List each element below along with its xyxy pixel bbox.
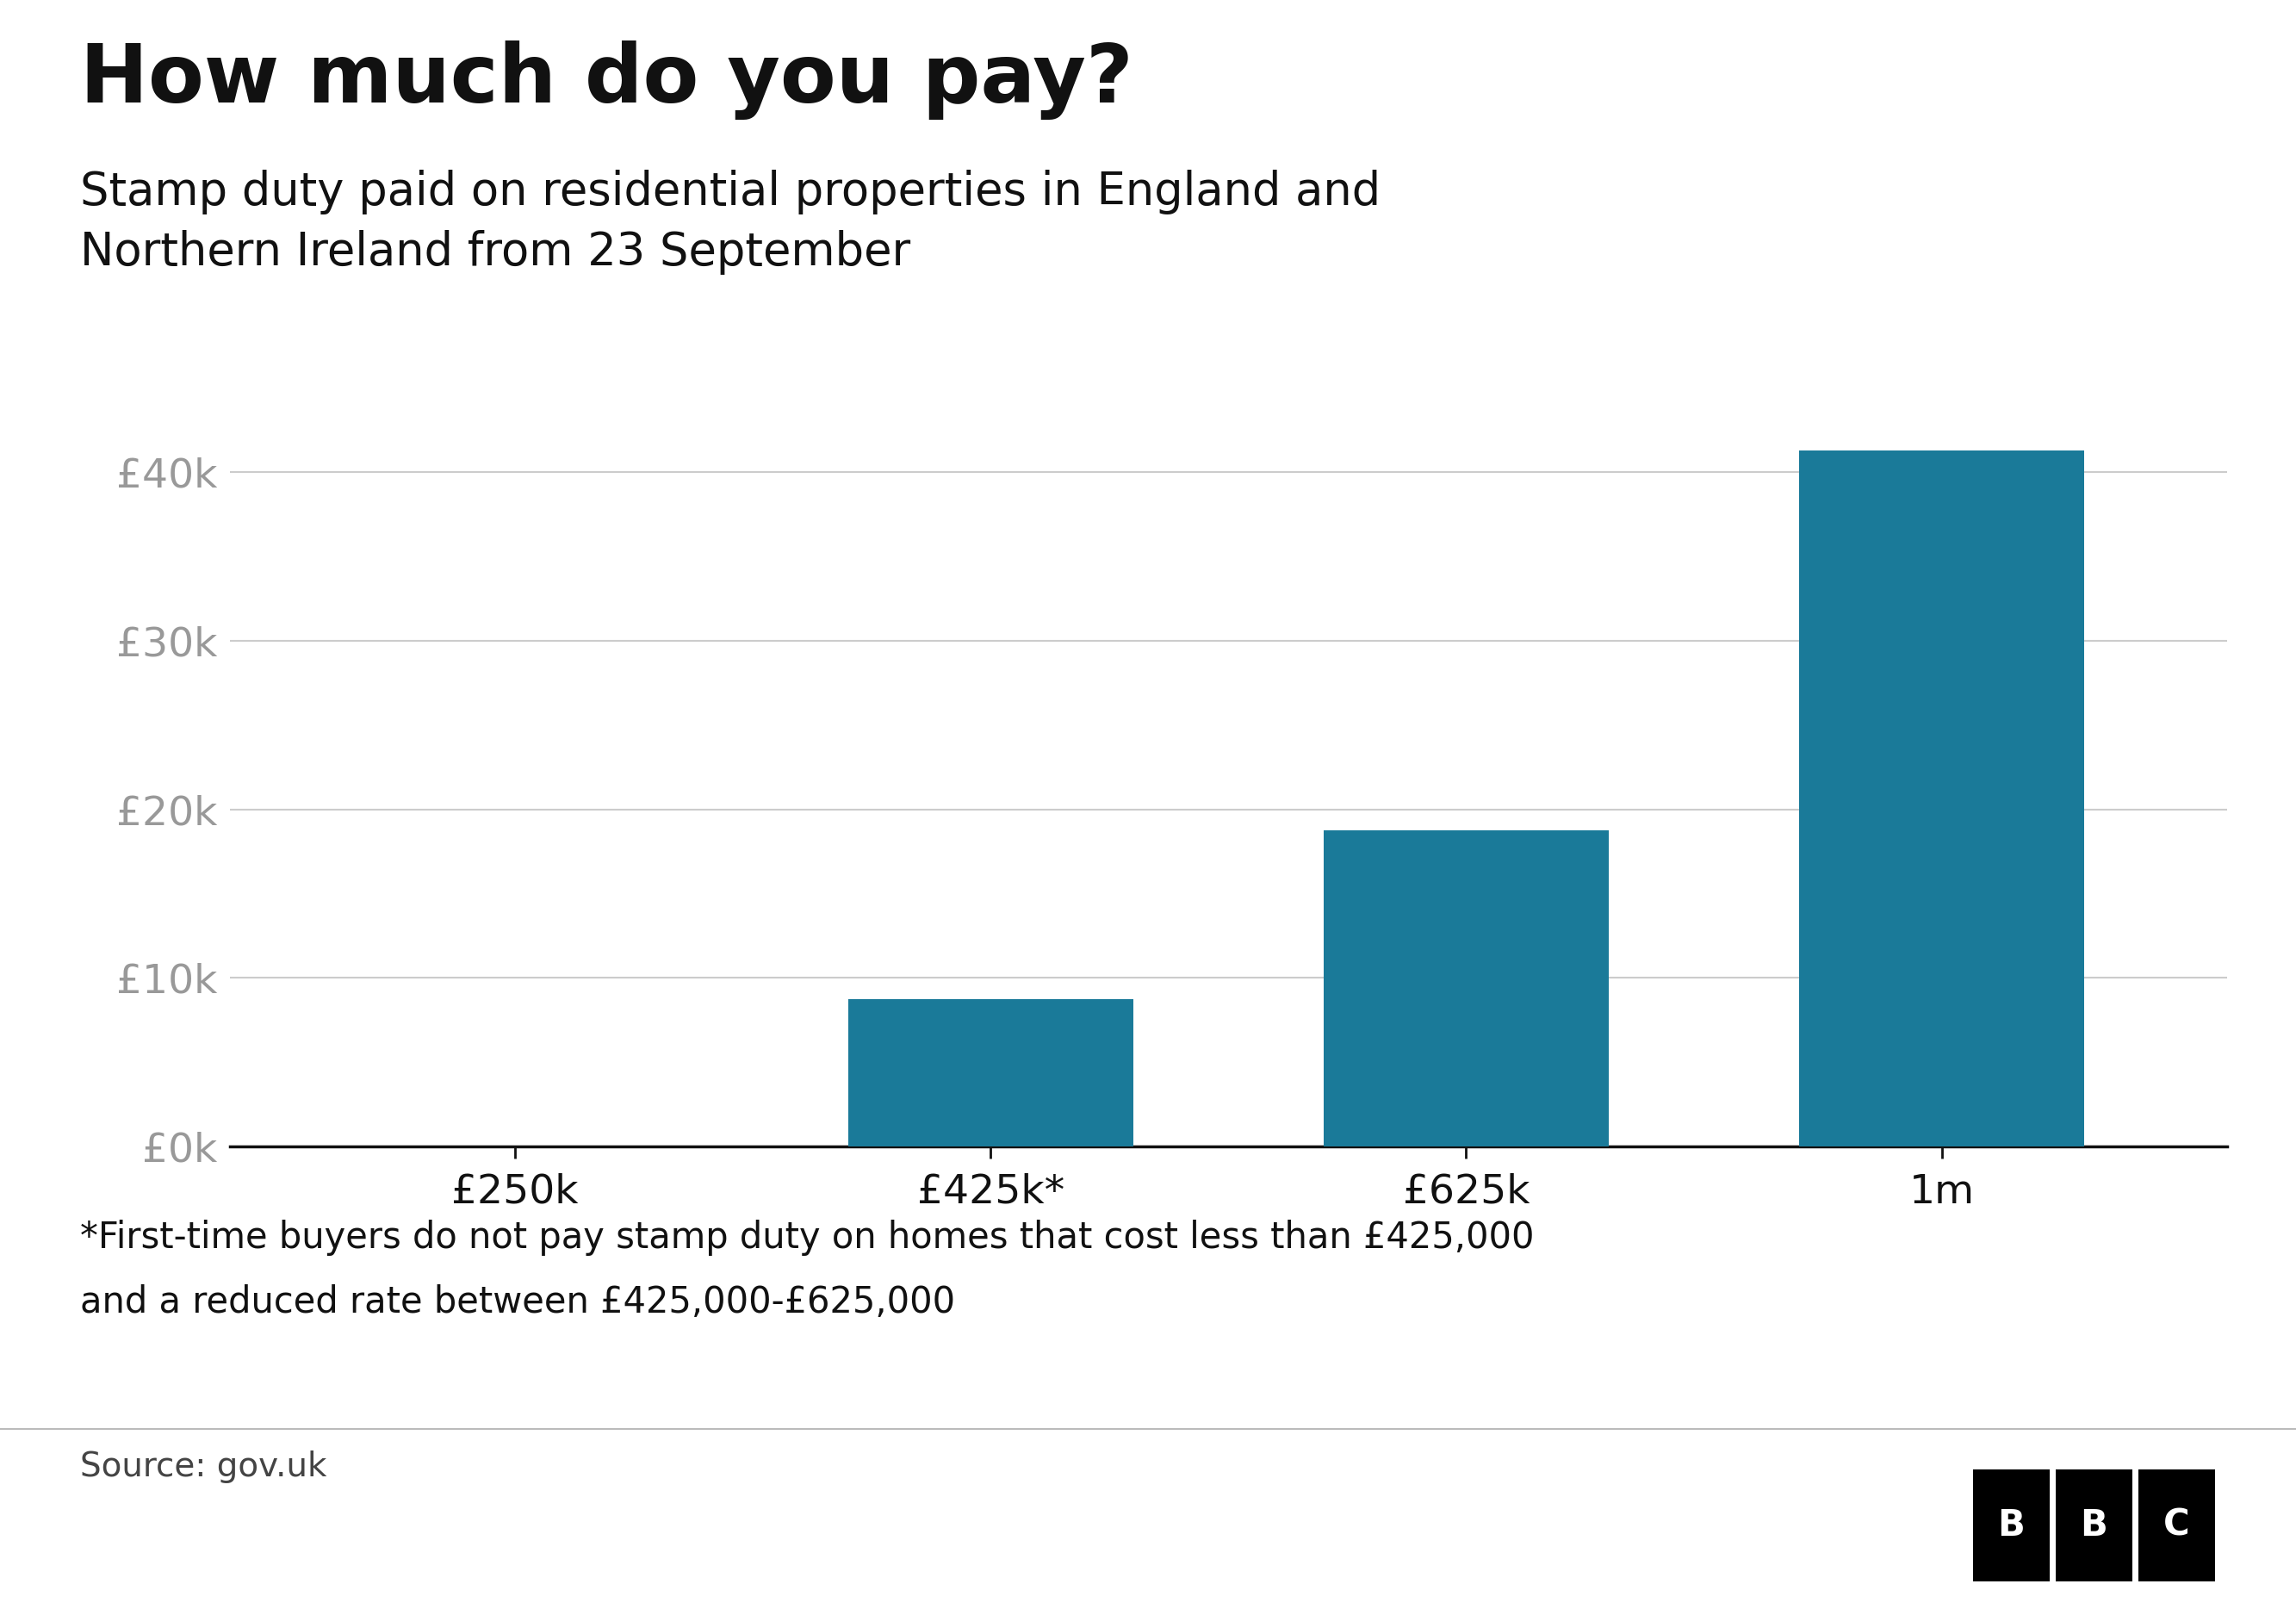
Text: How much do you pay?: How much do you pay? bbox=[80, 40, 1134, 120]
Bar bbox=[1800, 451, 2085, 1147]
Text: C: C bbox=[2163, 1507, 2190, 1544]
Text: Stamp duty paid on residential properties in England and
Northern Ireland from 2: Stamp duty paid on residential propertie… bbox=[80, 170, 1380, 275]
Bar bbox=[2055, 1470, 2133, 1581]
Text: Source: gov.uk: Source: gov.uk bbox=[80, 1450, 326, 1483]
Text: B: B bbox=[1998, 1507, 2025, 1544]
Bar bbox=[2138, 1470, 2216, 1581]
Bar bbox=[1972, 1470, 2050, 1581]
Bar bbox=[1322, 830, 1609, 1147]
Text: and a reduced rate between £425,000-£625,000: and a reduced rate between £425,000-£625… bbox=[80, 1284, 955, 1319]
Text: B: B bbox=[2080, 1507, 2108, 1544]
Text: *First-time buyers do not pay stamp duty on homes that cost less than £425,000: *First-time buyers do not pay stamp duty… bbox=[80, 1219, 1534, 1255]
Bar bbox=[847, 1000, 1134, 1147]
